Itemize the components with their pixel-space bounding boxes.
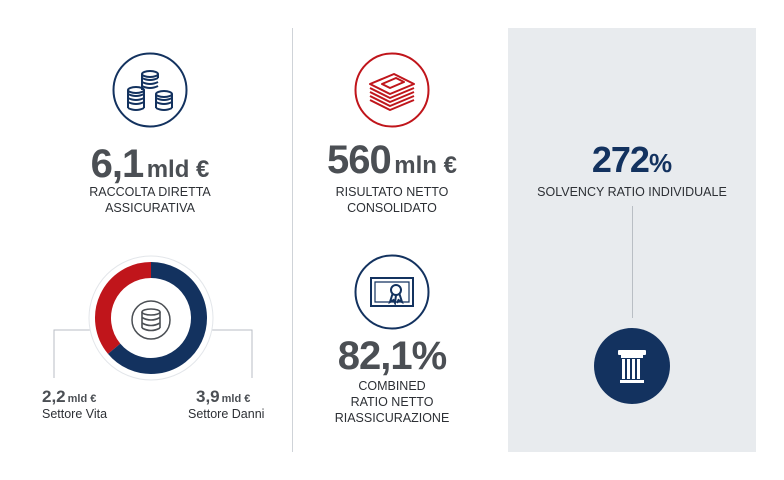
leader-line-vita	[53, 329, 98, 378]
solvency-value: 272%	[591, 139, 673, 180]
vita-value: 2,2 mld €	[42, 387, 97, 406]
danni-label: Settore Danni	[188, 407, 265, 421]
leader-line-danni	[208, 329, 253, 378]
risultato-value: 560 mln €	[327, 138, 457, 182]
danni-value: 3,9 mld €	[196, 387, 251, 406]
combined-ratio-label: COMBINED RATIO NETTO RIASSICURAZIONE	[334, 379, 450, 425]
risultato-label: RISULTATO NETTO CONSOLIDATO	[335, 185, 449, 215]
banknotes-icon	[354, 52, 430, 128]
solvency-connector-line	[632, 206, 633, 318]
database-icon	[131, 300, 171, 340]
donut-slice-vita	[95, 262, 152, 354]
column-divider	[292, 28, 293, 452]
vita-label: Settore Vita	[42, 407, 108, 421]
coins-stack-icon	[112, 52, 188, 128]
combined-ratio-value: 82,1%	[337, 334, 447, 378]
pillar-icon	[594, 328, 670, 404]
raccolta-label: RACCOLTA DIRETTA ASSICURATIVA	[89, 185, 211, 215]
raccolta-value: 6,1 mld €	[90, 142, 210, 186]
donut-slice-danni	[108, 262, 207, 374]
certificate-icon	[354, 254, 430, 330]
solvency-label: SOLVENCY RATIO INDIVIDUALE	[537, 185, 727, 199]
